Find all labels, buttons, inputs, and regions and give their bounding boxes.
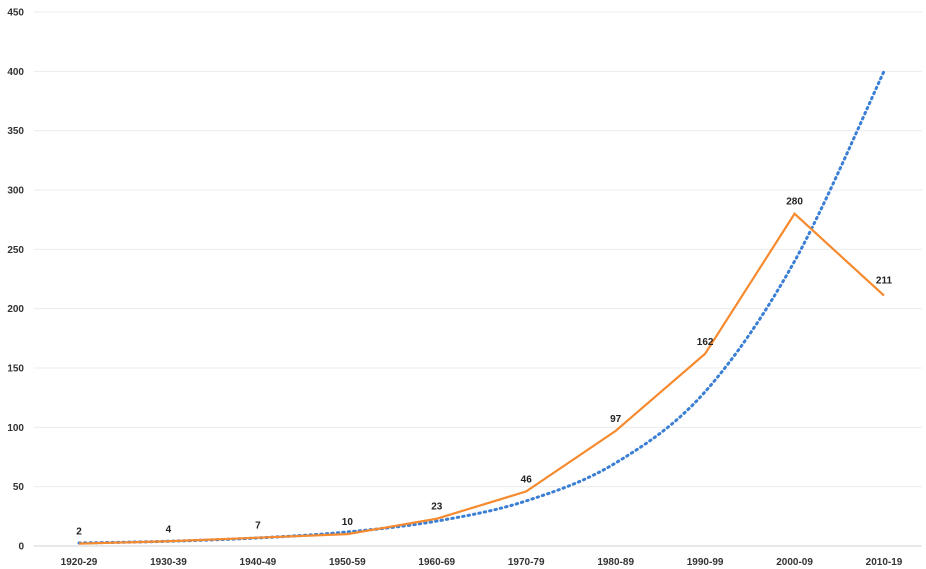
y-tick-label: 450 (7, 8, 24, 19)
data-label: 23 (431, 502, 443, 513)
data-label: 7 (255, 521, 261, 532)
data-label: 10 (342, 517, 354, 528)
x-tick-label: 1990-99 (687, 557, 724, 568)
data-labels: 2 4 7 10 23 46 97 162 280 211 (76, 197, 892, 538)
x-tick-label: 1970-79 (508, 557, 545, 568)
x-tick-label: 1950-59 (329, 557, 366, 568)
x-tick-label: 1940-49 (240, 557, 277, 568)
data-label: 280 (786, 197, 803, 208)
y-tick-label: 350 (7, 126, 24, 137)
x-tick-label: 1920-29 (61, 557, 98, 568)
y-tick-label: 200 (7, 304, 24, 315)
data-label: 4 (166, 524, 172, 535)
x-tick-label: 1930-39 (150, 557, 187, 568)
x-tick-label: 2000-09 (776, 557, 813, 568)
data-label: 46 (521, 474, 533, 485)
data-series (78, 212, 885, 545)
exponential-trendline (77, 69, 886, 545)
data-label: 162 (697, 337, 714, 348)
data-label: 2 (76, 527, 82, 538)
x-axis: 1920-29 1930-39 1940-49 1950-59 1960-69 1970-… (61, 557, 903, 568)
series-line (78, 212, 885, 545)
y-tick-label: 400 (7, 67, 24, 78)
y-axis: 0 50 100 150 200 250 300 350 400 450 (7, 8, 24, 553)
x-tick-label: 1980-89 (597, 557, 634, 568)
x-tick-label: 1960-69 (418, 557, 455, 568)
y-tick-label: 100 (7, 423, 24, 434)
y-tick-label: 50 (13, 482, 25, 493)
y-tick-label: 0 (18, 542, 24, 553)
trendline-series (77, 69, 886, 545)
x-tick-label: 2010-19 (866, 557, 903, 568)
gridlines (34, 11, 922, 547)
data-label: 211 (876, 276, 893, 287)
y-tick-label: 250 (7, 245, 24, 256)
y-tick-label: 150 (7, 364, 24, 375)
y-tick-label: 300 (7, 186, 24, 197)
data-label: 97 (610, 414, 622, 425)
